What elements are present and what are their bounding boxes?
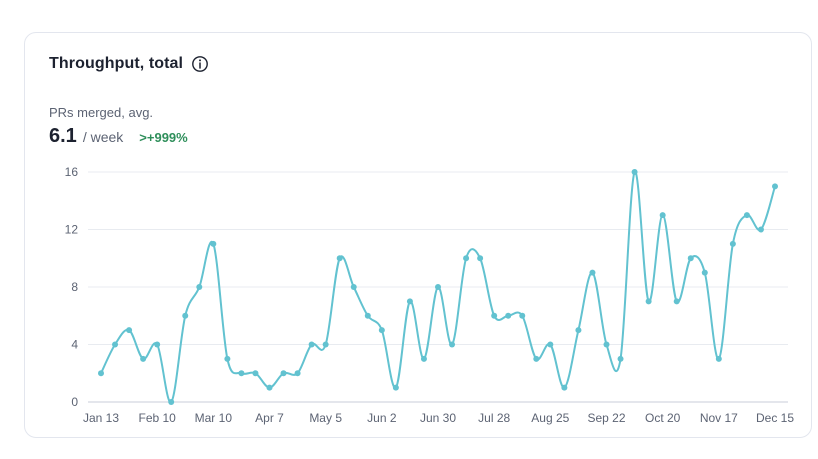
data-point [154, 341, 161, 348]
data-point [729, 240, 736, 247]
data-point [547, 341, 554, 348]
data-point [589, 269, 596, 276]
data-point [631, 169, 638, 175]
data-point [322, 341, 329, 348]
data-point [224, 355, 231, 362]
data-point [210, 240, 217, 247]
data-point [308, 341, 315, 348]
data-point [477, 255, 484, 262]
data-point [645, 298, 652, 305]
metric-value: 6.1 [49, 125, 77, 147]
data-point [420, 355, 427, 362]
metric-row: 6.1 / week >+999% [49, 125, 188, 148]
x-tick-label: Jun 2 [367, 411, 397, 425]
data-point [378, 327, 385, 334]
x-tick-label: Oct 20 [645, 411, 681, 425]
data-point [603, 341, 610, 348]
metric-label: PRs merged, avg. [49, 105, 154, 120]
x-tick-label: Dec 15 [756, 411, 794, 425]
data-point [715, 355, 722, 362]
x-tick-label: Jul 28 [478, 411, 510, 425]
data-point [435, 284, 441, 290]
card-title: Throughput, total [49, 55, 184, 72]
x-tick-label: Apr 7 [255, 411, 284, 425]
data-point [533, 355, 540, 362]
data-point [140, 355, 147, 362]
data-point [336, 255, 343, 262]
data-point [687, 255, 694, 262]
data-point [112, 341, 119, 348]
x-tick-label: Nov 17 [700, 411, 738, 425]
data-point [491, 312, 498, 319]
data-point [238, 370, 245, 377]
y-tick-label: 4 [71, 338, 78, 352]
data-point [126, 327, 133, 334]
data-point [505, 312, 512, 319]
x-tick-label: Jan 13 [83, 411, 119, 425]
data-point [266, 384, 273, 391]
data-point [463, 255, 470, 262]
data-point [701, 269, 708, 276]
data-point [168, 399, 175, 405]
data-point [364, 312, 371, 319]
card-header: Throughput, total [49, 55, 209, 73]
metric-delta: >+999% [139, 130, 188, 145]
data-point [98, 370, 104, 377]
y-tick-label: 12 [65, 223, 79, 237]
x-tick-label: May 5 [309, 411, 342, 425]
y-tick-label: 0 [71, 395, 78, 409]
data-point [519, 312, 526, 319]
data-point [252, 370, 259, 377]
data-point [182, 312, 189, 319]
data-point [449, 341, 456, 348]
y-tick-label: 8 [71, 280, 78, 294]
data-point [196, 284, 203, 290]
data-point [673, 298, 680, 305]
x-tick-label: Sep 22 [587, 411, 625, 425]
metric-unit: / week [82, 129, 124, 145]
data-point [757, 226, 764, 233]
data-point [561, 384, 568, 391]
x-tick-label: Mar 10 [195, 411, 233, 425]
x-tick-label: Aug 25 [531, 411, 569, 425]
data-point [575, 327, 582, 334]
throughput-card: Throughput, total PRs merged, avg. 6.1 /… [24, 32, 812, 438]
data-point [772, 183, 778, 190]
data-point [294, 370, 301, 377]
data-point [392, 384, 399, 391]
y-tick-label: 16 [65, 165, 79, 179]
data-point [617, 355, 624, 362]
info-circle-icon[interactable] [191, 55, 209, 73]
data-point [280, 370, 287, 377]
data-point [406, 298, 413, 305]
data-point [659, 212, 666, 219]
data-point [743, 212, 750, 219]
x-tick-label: Jun 30 [420, 411, 456, 425]
x-tick-label: Feb 10 [138, 411, 176, 425]
data-point [350, 284, 357, 290]
